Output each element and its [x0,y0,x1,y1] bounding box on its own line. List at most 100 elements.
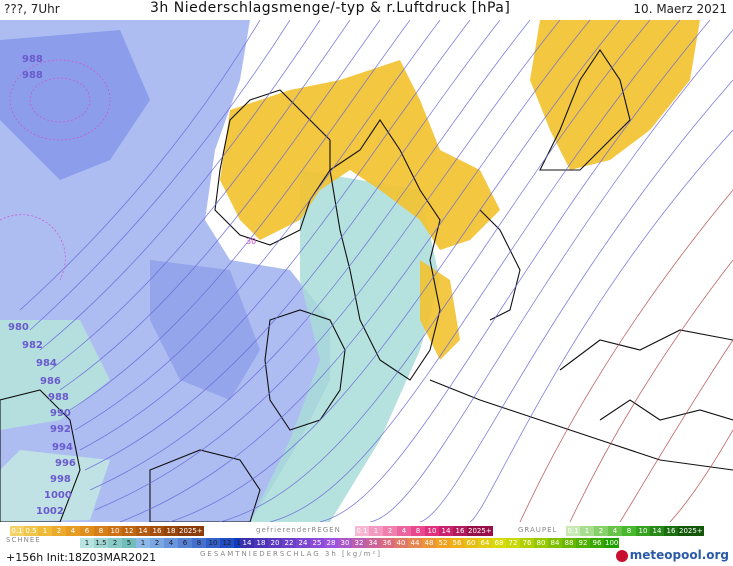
legend-swatch: 8 [411,526,425,536]
legend-swatch: 0.1 [566,526,580,536]
legend-swatch: 64 [478,538,492,548]
meteopool-logo[interactable]: meteopool.org [615,548,729,562]
isobar-label: 986 [40,376,61,387]
isobar-label: 988 [22,54,43,65]
legend-swatch: 84 [548,538,562,548]
isobar-label: 984 [36,358,57,369]
isobar-label: 998 [50,474,71,485]
legend-swatch: 12 [220,538,234,548]
isobar-label: 990 [50,408,71,419]
legend-swatch: 56 [450,538,464,548]
legend-swatch: 8 [94,526,108,536]
legend-rain: 0.1 0.5 1 2 4 6 8 10 12 14 16 18 2025+ [10,526,204,536]
legend-swatch: 76 [520,538,534,548]
logo-text: meteopool.org [629,548,729,562]
rain-field-finland [530,20,700,170]
legend-swatch: 2 [383,526,397,536]
legend-swatch: 68 [492,538,506,548]
legend: 0.1 0.5 1 2 4 6 8 10 12 14 16 18 2025+ gefrierenderR… [0,522,733,566]
legend-swatch: 6 [80,526,94,536]
weather-map[interactable]: 988 988 980 982 984 986 988 990 992 994 … [0,20,733,522]
legend-swatch: 1.5 [94,538,108,548]
rain-field-norway [220,60,500,250]
legend-swatch: 92 [576,538,590,548]
legend-swatch: 34 [366,538,380,548]
legend-swatch: 20 [268,538,282,548]
snow-field-teal [250,170,440,522]
legend-swatch: 2025+ [678,526,704,536]
legend-swatch: 4 [608,526,622,536]
legend-swatch: 6 [178,538,192,548]
isobar-label: 1000 [44,490,72,501]
legend-swatch: 14 [439,526,453,536]
isobar-label: 982 [22,340,43,351]
isobars-high [519,189,733,522]
legend-swatch: 1 [369,526,383,536]
legend-swatch: 2 [594,526,608,536]
legend-swatch: 8 [622,526,636,536]
legend-freezing-label: gefrierenderREGEN [256,526,341,534]
isobar-label: 992 [50,424,71,435]
legend-swatch: 0.1 [355,526,369,536]
legend-swatch: 18 [254,538,268,548]
isobar-label: 994 [52,442,73,453]
legend-swatch: 96 [590,538,604,548]
legend-swatch: 60 [464,538,478,548]
legend-swatch: 10 [206,538,220,548]
map-value-label: 30 [246,237,256,246]
legend-swatch: 16 [453,526,467,536]
legend-swatch: 36 [380,538,394,548]
legend-swatch: 30 [338,538,352,548]
legend-swatch: 0.5 [24,526,38,536]
legend-freezing: 0.1 1 2 4 8 10 14 16 2025+ [355,526,493,536]
header: ???, 7Uhr 3h Niederschlagsmenge/-typ & r… [0,0,733,20]
map-title: 3h Niederschlagsmenge/-typ & r.Luftdruck… [150,0,511,16]
isobar-label: 996 [55,458,76,469]
precip-field-deep-2 [150,260,260,400]
legend-swatch: 10 [636,526,650,536]
isobar-label: 988 [22,70,43,81]
legend-swatch: 16 [150,526,164,536]
legend-swatch: 80 [534,538,548,548]
legend-swatch: 14 [136,526,150,536]
legend-swatch: 18 [164,526,178,536]
valid-time: ???, 7Uhr [4,2,60,16]
legend-swatch: 12 [122,526,136,536]
legend-swatch: 22 [282,538,296,548]
isobar-label: 988 [48,392,69,403]
map-canvas: 988 988 980 982 984 986 988 990 992 994 … [0,20,733,522]
legend-swatch: 28 [324,538,338,548]
legend-swatch: 25 [310,538,324,548]
legend-swatch: 48 [422,538,436,548]
legend-swatch: 88 [562,538,576,548]
legend-graupel: 0.1 1 2 4 8 10 14 16 2025+ [566,526,704,536]
legend-swatch: 4 [397,526,411,536]
legend-swatch: 4 [164,538,178,548]
legend-swatch: 1 [136,538,150,548]
legend-swatch: 100 [604,538,620,548]
legend-swatch: 5 [122,538,136,548]
legend-swatch: 2 [150,538,164,548]
legend-swatch: 52 [436,538,450,548]
legend-swatch: 10 [108,526,122,536]
dotted-isolines [0,59,111,281]
legend-total: 14 18 20 22 24 25 28 30 32 34 36 40 44 48 52 56 60 64 68 72… [240,538,620,548]
legend-swatch: 1 [80,538,94,548]
legend-swatch: 14 [240,538,254,548]
legend-swatch: 10 [425,526,439,536]
legend-swatch: 2 [52,526,66,536]
legend-swatch: 1 [38,526,52,536]
legend-swatch: 72 [506,538,520,548]
legend-swatch: 40 [394,538,408,548]
legend-snow-label: SCHNEE [6,536,41,544]
logo-icon [615,549,628,562]
legend-swatch: 44 [408,538,422,548]
legend-swatch: 16 [664,526,678,536]
isobar-label: 980 [8,322,29,333]
snow-field-west [0,320,110,430]
precip-field-deep [0,30,150,180]
isobars [19,20,733,522]
legend-swatch: 1 [580,526,594,536]
forecast-info: +156h Init:18Z03MAR2021 [6,551,157,564]
